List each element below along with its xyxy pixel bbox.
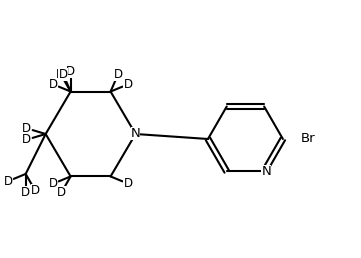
Text: D: D (31, 184, 40, 197)
Text: D: D (49, 177, 58, 190)
Text: D: D (114, 68, 123, 80)
Text: D: D (49, 78, 58, 91)
Text: D: D (58, 68, 68, 80)
Text: N: N (131, 127, 140, 141)
Text: D: D (123, 78, 132, 91)
Text: D: D (21, 187, 30, 199)
Text: D: D (56, 68, 65, 81)
Text: D: D (123, 177, 132, 190)
Text: D: D (22, 122, 31, 135)
Text: Br: Br (300, 133, 315, 146)
Text: D: D (22, 133, 31, 146)
Text: D: D (57, 187, 66, 199)
Text: D: D (66, 65, 75, 78)
Text: D: D (4, 175, 13, 188)
Text: N: N (261, 165, 271, 179)
